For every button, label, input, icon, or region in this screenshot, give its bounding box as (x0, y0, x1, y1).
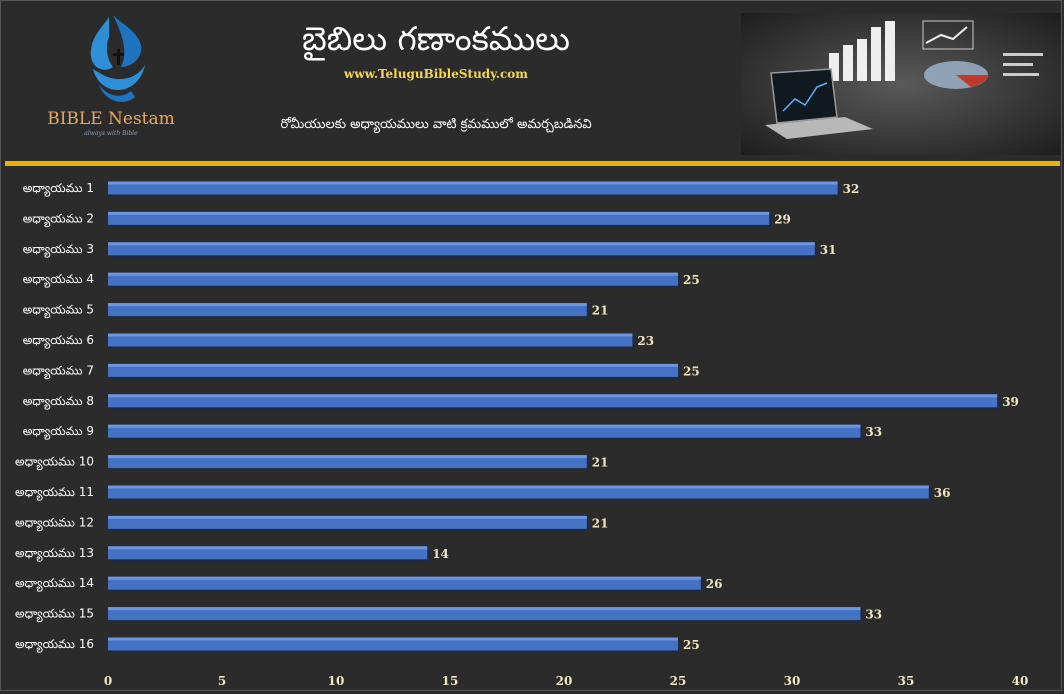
bar (108, 424, 861, 438)
bar (108, 272, 678, 286)
x-tick-label: 10 (328, 674, 345, 688)
category-label: అధ్యాయము 15 (15, 607, 94, 623)
category-label: అధ్యాయము 12 (15, 515, 94, 531)
bar (108, 394, 998, 408)
bar (108, 181, 838, 195)
x-tick-label: 0 (104, 674, 112, 688)
header-divider (5, 161, 1060, 166)
analytics-laptop-image (741, 13, 1061, 155)
x-tick-label: 30 (784, 674, 801, 688)
category-label: అధ్యాయము 7 (23, 363, 94, 379)
category-label: అధ్యాయము 1 (23, 181, 94, 197)
category-label: అధ్యాయము 16 (15, 637, 94, 653)
data-label: 21 (592, 516, 609, 530)
category-label: అధ్యాయము 9 (23, 424, 94, 440)
category-label: అధ్యాయము 4 (23, 272, 94, 288)
bar-highlight (108, 424, 861, 428)
category-label: అధ్యాయము 11 (15, 485, 94, 501)
bar (108, 333, 633, 347)
bar (108, 242, 815, 256)
category-label: అధ్యాయము 14 (15, 576, 94, 592)
x-tick-label: 5 (218, 674, 226, 688)
bar-highlight (108, 485, 929, 489)
page-title: బైబిలు గణాంకములు (302, 19, 570, 58)
category-label: అధ్యాయము 6 (23, 333, 94, 349)
category-label: అధ్యాయము 5 (23, 303, 94, 319)
category-label: అధ్యాయము 10 (15, 455, 94, 471)
data-label: 21 (592, 456, 609, 470)
bible-nestam-logo (90, 15, 145, 102)
x-tick-label: 35 (898, 674, 915, 688)
category-label: అధ్యాయము 13 (15, 546, 94, 562)
data-label: 26 (706, 577, 723, 591)
bar-highlight (108, 211, 770, 215)
bar-highlight (108, 455, 587, 459)
data-label: 31 (820, 243, 837, 257)
bar-highlight (108, 576, 701, 580)
bar (108, 546, 428, 560)
brand-name: BIBLE Nestam (47, 109, 175, 129)
data-label: 33 (865, 425, 882, 439)
bar-highlight (108, 333, 633, 337)
bar-highlight (108, 546, 428, 550)
website-link[interactable]: www.TeluguBibleStudy.com (344, 67, 528, 81)
bar-highlight (108, 181, 838, 185)
bar-highlight (108, 363, 678, 367)
data-label: 25 (683, 273, 700, 287)
x-tick-label: 40 (1012, 674, 1029, 688)
bar-highlight (108, 515, 587, 519)
chart-subtitle: రోమీయులకు అధ్యాయములు వాటి క్రమములో అమర్చ… (280, 117, 592, 132)
category-label: అధ్యాయము 8 (23, 394, 94, 410)
x-tick-label: 25 (670, 674, 687, 688)
bar (108, 607, 861, 621)
bar-chart: అధ్యాయము 1 32 అధ్యాయము 2 29 అధ్యాయము 3 31 అధ్య… (15, 181, 1029, 688)
x-tick-label: 20 (556, 674, 573, 688)
bar-highlight (108, 242, 815, 246)
data-label: 25 (683, 638, 700, 652)
category-label: అధ్యాయము 3 (23, 242, 94, 258)
bar (108, 455, 587, 469)
bar-highlight (108, 394, 998, 398)
bar (108, 576, 701, 590)
data-label: 36 (934, 486, 951, 500)
bar (108, 637, 678, 651)
bar (108, 303, 587, 317)
category-label: అధ్యాయము 2 (23, 211, 94, 227)
bar (108, 211, 770, 225)
data-label: 23 (637, 334, 654, 348)
data-label: 29 (774, 212, 791, 226)
bar-highlight (108, 607, 861, 611)
brand-tagline: always with Bible (84, 130, 138, 137)
data-label: 33 (865, 608, 882, 622)
bar-highlight (108, 303, 587, 307)
data-label: 14 (432, 547, 449, 561)
data-label: 21 (592, 304, 609, 318)
data-label: 39 (1002, 395, 1019, 409)
bar (108, 515, 587, 529)
bar-highlight (108, 272, 678, 276)
data-label: 32 (843, 182, 860, 196)
data-label: 25 (683, 364, 700, 378)
bar-highlight (108, 637, 678, 641)
bar (108, 485, 929, 499)
bar (108, 363, 678, 377)
x-tick-label: 15 (442, 674, 459, 688)
